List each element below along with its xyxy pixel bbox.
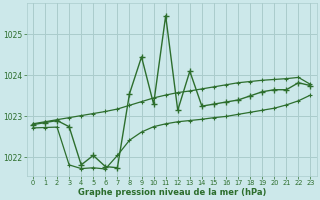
X-axis label: Graphe pression niveau de la mer (hPa): Graphe pression niveau de la mer (hPa)	[77, 188, 266, 197]
